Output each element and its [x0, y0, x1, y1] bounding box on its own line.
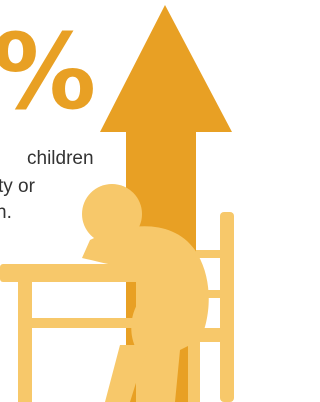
text-line: n.	[0, 202, 12, 223]
text-line: ty or	[0, 176, 36, 197]
text-line: children	[27, 148, 94, 169]
percent-sign: %	[0, 11, 96, 133]
infographic: % children ty or n.	[0, 0, 260, 402]
page: {"texts": {"percent": "%", "line1": "chi…	[0, 0, 260, 402]
